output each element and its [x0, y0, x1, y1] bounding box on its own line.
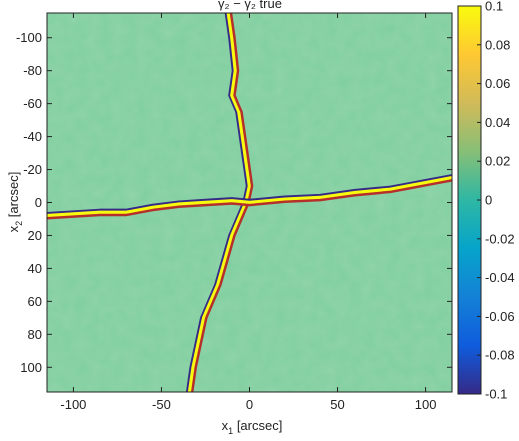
y-tick-label: 20	[28, 228, 42, 243]
colorbar-tick-label: 0.04	[485, 115, 510, 130]
y-tick-label: 80	[28, 327, 42, 342]
colorbar-tick-label: 0.1	[485, 0, 503, 14]
y-tick-label: -40	[23, 129, 42, 144]
heatmap-area	[47, 13, 452, 392]
colorbar-tick-label: -0.04	[485, 270, 515, 285]
y-tick-label: -20	[23, 162, 42, 177]
colorbar-tick-label: 0.08	[485, 37, 510, 52]
vertical-ridge-stroke-1	[187, 13, 252, 392]
y-tick-label: 0	[35, 195, 42, 210]
colorbar-tick-label: -0.06	[485, 309, 515, 324]
colorbar-tick-label: -0.08	[485, 348, 515, 363]
colorbar-tick-label: -0.1	[485, 387, 507, 402]
horizontal-ridge-stroke-1	[47, 176, 452, 218]
y-axis-label: x2 [arcsec]	[6, 172, 24, 233]
x-axis-label: x1 [arcsec]	[222, 418, 283, 436]
y-tick-label: -80	[23, 63, 42, 78]
x-tick-label: 100	[415, 397, 437, 412]
x-tick-label: 0	[246, 397, 253, 412]
horizontal-ridge-stroke-0	[47, 174, 452, 215]
y-tick-label: 100	[20, 360, 42, 375]
horizontal-ridge-stroke-2	[47, 179, 452, 220]
y-tick-label: 40	[28, 261, 42, 276]
y-tick-label: -100	[16, 30, 42, 45]
y-tick-label: 60	[28, 294, 42, 309]
colorbar-tick-label: 0	[485, 193, 492, 208]
y-tick-label: -60	[23, 96, 42, 111]
chart-title: γ₂ − γ₂ true	[218, 0, 282, 11]
x-tick-label: -50	[152, 397, 171, 412]
x-tick-label: -100	[60, 397, 86, 412]
vertical-ridge-stroke-0	[185, 13, 249, 392]
x-tick-label: 50	[330, 397, 344, 412]
colorbar-tick-label: -0.02	[485, 231, 515, 246]
colorbar-tick-label: 0.02	[485, 154, 510, 169]
colorbar-tick-label: 0.06	[485, 76, 510, 91]
vertical-ridge-stroke-2	[190, 13, 254, 392]
